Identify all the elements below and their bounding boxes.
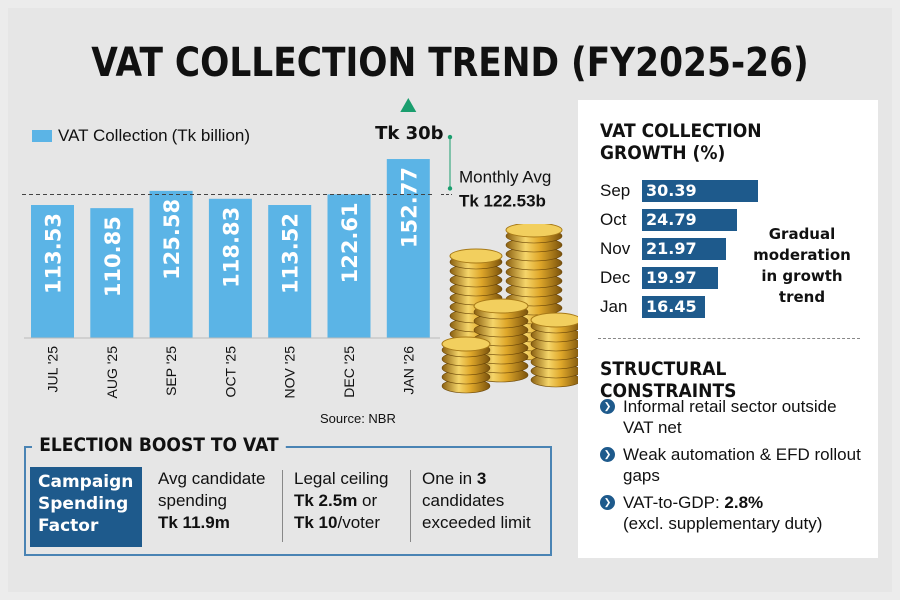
coin-top [530,312,581,328]
growth-month: Oct [600,209,627,229]
avg-line: Avg candidate [158,469,266,488]
bar-value-label: 118.83 [219,207,243,288]
average-label-top: Monthly Avg [459,167,551,186]
legend-series-name: VAT Collection [58,126,168,145]
bar [90,208,134,338]
vat-gdp-note: (excl. supplementary duty) [623,514,823,533]
growth-bar: 21.97 [642,237,726,260]
coin-top [449,248,503,264]
category-label: OCT '25 [222,346,238,398]
category-label: JUL '25 [45,346,61,393]
factor-line: Factor [38,516,99,536]
up-arrow-icon [400,98,417,113]
onein-text: One in [422,469,477,488]
structural-item: ❯ Weak automation & EFD rollout gaps [600,444,870,486]
category-label: SEP '25 [163,346,179,396]
coin-top [505,224,563,238]
factor-line: Campaign [38,472,134,492]
onein-line: exceeded limit [422,513,531,532]
coin-top [473,298,529,314]
cell-divider [282,470,283,542]
bar [327,194,371,338]
right-panel: VAT COLLECTION GROWTH (%) Sep 30.39 Oct 24.… [578,100,878,558]
jump-bracket-dot [447,134,453,140]
legal-ceiling-cell: Legal ceiling Tk 2.5m or Tk 10/voter [294,468,389,534]
onein-line: candidates [422,491,505,510]
chart-legend: VAT Collection (Tk billion) [32,126,250,146]
growth-row: Nov 21.97 [600,234,758,263]
growth-row: Jan 16.45 [600,292,758,321]
panel-divider [598,338,860,339]
onein-number: 3 [476,469,487,488]
structural-item-text: Informal retail sector outside VAT net [623,397,837,437]
coin-top [441,336,491,352]
growth-row: Oct 24.79 [600,205,758,234]
election-box [24,446,552,556]
legend-series-unit: (Tk billion) [171,126,251,145]
vat-gdp-value: 2.8% [724,493,764,512]
cell-divider [410,470,411,542]
jump-label: Tk 30b [375,123,444,144]
bar-value-label: 152.77 [397,167,421,248]
ceiling-per-voter: Tk 10 [294,513,338,532]
bar-value-label: 122.61 [338,202,362,283]
jump-bracket-dot [447,186,453,191]
structural-title: STRUCTURAL CONSTRAINTS [600,358,737,402]
growth-rows: Sep 30.39 Oct 24.79 Nov 21.97 Dec 19.97 Jan 16.45 [600,176,758,321]
page-title: VAT COLLECTION TREND (FY2025-26) [91,40,809,86]
bar-value-label: 110.85 [101,216,125,297]
vat-bar-chart: 113.53 JUL '25 110.85 AUG '25 125.58 SEP '25 1… [22,98,551,399]
growth-month: Dec [600,267,631,287]
chart-source: Source: NBR [320,411,396,426]
growth-bar: 19.97 [642,266,719,289]
chevron-right-icon: ❯ [600,495,615,510]
avg-line: spending [158,491,228,510]
factor-line: Spending [38,494,129,514]
vat-gdp-label: VAT-to-GDP: [623,493,725,512]
growth-row: Dec 19.97 [600,263,758,292]
structural-item-text: VAT-to-GDP: 2.8% (excl. supplementary du… [623,492,822,534]
structural-item: ❯ VAT-to-GDP: 2.8% (excl. supplementary … [600,492,870,534]
chevron-right-icon: ❯ [600,447,615,462]
category-label: AUG '25 [104,346,120,399]
election-title: ELECTION BOOST TO VAT [32,434,286,456]
avg-value: Tk 11.9m [158,513,230,532]
growth-month: Sep [600,180,631,200]
ceiling-or: or [357,491,378,510]
ceiling-line: Legal ceiling [294,469,389,488]
bar-value-label: 113.53 [42,213,66,294]
growth-month: Nov [600,238,631,258]
bar [208,198,252,338]
structural-item: ❯ Informal retail sector outside VAT net [600,396,870,438]
ceiling-value: Tk 2.5m [294,491,358,510]
ceiling-suffix: /voter [337,513,381,532]
growth-bar: 24.79 [642,208,737,231]
growth-row: Sep 30.39 [600,176,758,205]
growth-bar: 30.39 [642,179,758,202]
one-in-three-cell: One in 3 candidates exceeded limit [422,468,531,534]
gold-coins-image [441,224,581,394]
bar [31,205,74,338]
growth-note: Gradual moderation in growth trend [753,225,851,306]
growth-bar: 16.45 [642,295,705,318]
chevron-right-icon: ❯ [600,399,615,414]
growth-title: VAT COLLECTION GROWTH (%) [600,120,762,164]
bar [149,190,193,338]
category-label: DEC '25 [341,346,357,398]
bar [268,205,312,338]
bar-value-label: 125.58 [160,199,184,280]
category-label: JAN '26 [400,346,416,395]
category-label: NOV '25 [282,346,298,399]
campaign-factor-badge: Campaign Spending Factor [30,467,142,547]
growth-month: Jan [600,296,628,316]
bar [386,159,430,338]
structural-list: ❯ Informal retail sector outside VAT net… [600,396,870,540]
bar-value-label: 113.52 [279,213,303,294]
average-label-bottom: Tk 122.53b [459,191,546,210]
legend-swatch [32,130,52,142]
avg-spending-cell: Avg candidate spending Tk 11.9m [158,468,265,534]
structural-item-text: Weak automation & EFD rollout gaps [623,445,861,485]
